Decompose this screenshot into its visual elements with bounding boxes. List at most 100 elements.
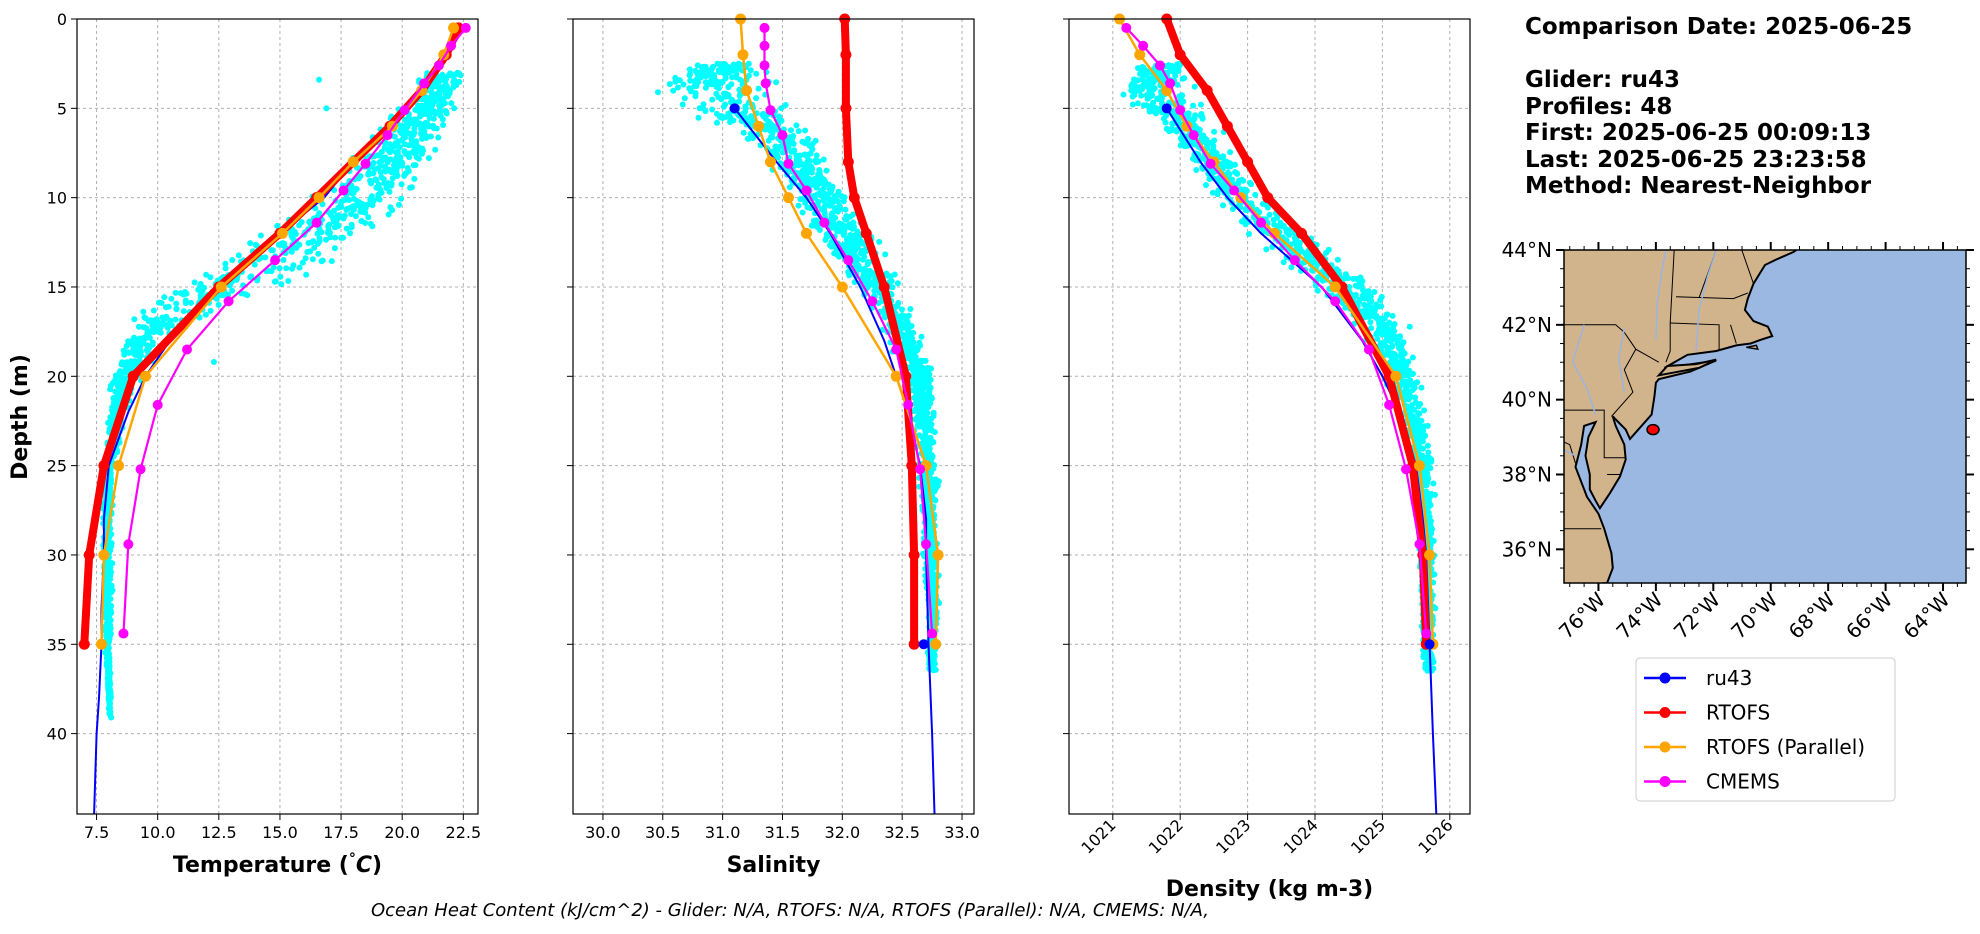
glider-point: [359, 200, 366, 207]
first-time: First: 2025-06-25 00:09:13: [1525, 120, 1872, 146]
x-tick-label: 1021: [1077, 815, 1119, 857]
glider-point: [386, 188, 393, 195]
glider-point: [136, 357, 143, 364]
glider-point: [430, 96, 437, 103]
glider-point: [104, 590, 111, 597]
glider-point: [411, 125, 418, 132]
glider-point: [822, 237, 829, 243]
glider-point: [439, 73, 446, 79]
glider-point: [382, 154, 389, 161]
glider-point: [1378, 340, 1384, 346]
glider-point: [374, 152, 381, 159]
glider-point: [778, 105, 785, 112]
glider-point: [362, 209, 369, 216]
glider-point: [147, 317, 154, 324]
glider-point: [281, 240, 288, 247]
glider-point: [708, 81, 715, 88]
glider-point: [350, 206, 357, 213]
map-lon-label: 74°W: [1611, 587, 1667, 643]
glider-point: [905, 312, 912, 319]
glider-point: [676, 77, 683, 84]
glider-point: [439, 100, 446, 106]
series-marker: [223, 296, 234, 307]
glider-point: [1242, 221, 1249, 228]
glider-point: [451, 105, 458, 112]
glider-point: [1138, 92, 1145, 99]
glider-point: [1286, 227, 1293, 234]
glider-point: [158, 300, 165, 306]
glider-point: [276, 265, 283, 272]
state-border: [1564, 409, 1626, 459]
glider-point: [439, 116, 446, 123]
glider-point: [910, 366, 917, 373]
glider-point: [353, 186, 360, 192]
glider-point: [836, 228, 843, 235]
glider-point: [1358, 282, 1365, 289]
glider-point: [1430, 480, 1437, 487]
glider-point: [445, 72, 452, 79]
glider-point: [229, 287, 236, 294]
glider-point: [419, 145, 426, 152]
glider-point: [818, 174, 825, 181]
y-tick-label: 0: [57, 10, 67, 29]
ru43-marker: [918, 639, 929, 650]
legend-marker: [1659, 672, 1671, 684]
long-island: [1656, 358, 1717, 377]
glider-point: [910, 355, 917, 362]
glider-point: [930, 658, 937, 665]
glider-point: [700, 101, 707, 108]
glider-point: [1373, 331, 1380, 338]
map-frame: [1563, 249, 1967, 584]
glider-point: [222, 260, 229, 267]
glider-point: [1406, 371, 1413, 378]
series-marker: [1262, 192, 1274, 204]
series-line: [1162, 17, 1431, 645]
glider-point: [330, 218, 337, 225]
glider-point: [1401, 366, 1408, 373]
glider-point: [408, 120, 415, 127]
glider-point: [377, 186, 384, 193]
glider-point: [105, 495, 112, 501]
glider-point: [795, 202, 802, 209]
series-marker: [1221, 120, 1233, 132]
glider-point: [131, 334, 138, 341]
glider-point: [696, 105, 703, 112]
glider-point: [930, 575, 937, 582]
glider-point: [304, 249, 311, 255]
glider-point: [440, 122, 447, 128]
glider-point: [1371, 289, 1378, 295]
glider-point: [744, 135, 751, 142]
glider-point: [825, 195, 832, 202]
glider-point: [1177, 142, 1184, 149]
glider-point: [1297, 245, 1303, 252]
glider-point: [1388, 350, 1395, 357]
glider-point: [161, 294, 168, 301]
glider-point: [1374, 335, 1381, 342]
series-marker: [123, 539, 134, 550]
glider-point: [391, 133, 398, 140]
glider-point: [107, 541, 114, 548]
glider-point: [197, 292, 204, 299]
glider-point: [814, 220, 820, 227]
y-tick-label: 5: [57, 99, 67, 118]
glider-point: [1129, 101, 1136, 108]
glider-point: [195, 286, 202, 293]
series-marker: [98, 460, 110, 472]
glider-point: [128, 339, 135, 346]
series-line: [739, 18, 940, 645]
profile-count: Profiles: 48: [1525, 93, 1673, 120]
glider-point: [1357, 274, 1364, 281]
glider-point: [1345, 275, 1351, 282]
series-marker: [338, 185, 349, 196]
glider-point: [352, 213, 359, 220]
comparison-date: Comparison Date: 2025-06-25: [1525, 14, 1913, 40]
glider-point: [333, 223, 339, 230]
series-marker: [1414, 539, 1425, 550]
glider-point: [102, 614, 109, 621]
glider-point: [1356, 296, 1363, 303]
glider-point: [1421, 423, 1428, 430]
legend-marker: [1659, 741, 1671, 753]
series-marker: [906, 460, 918, 472]
